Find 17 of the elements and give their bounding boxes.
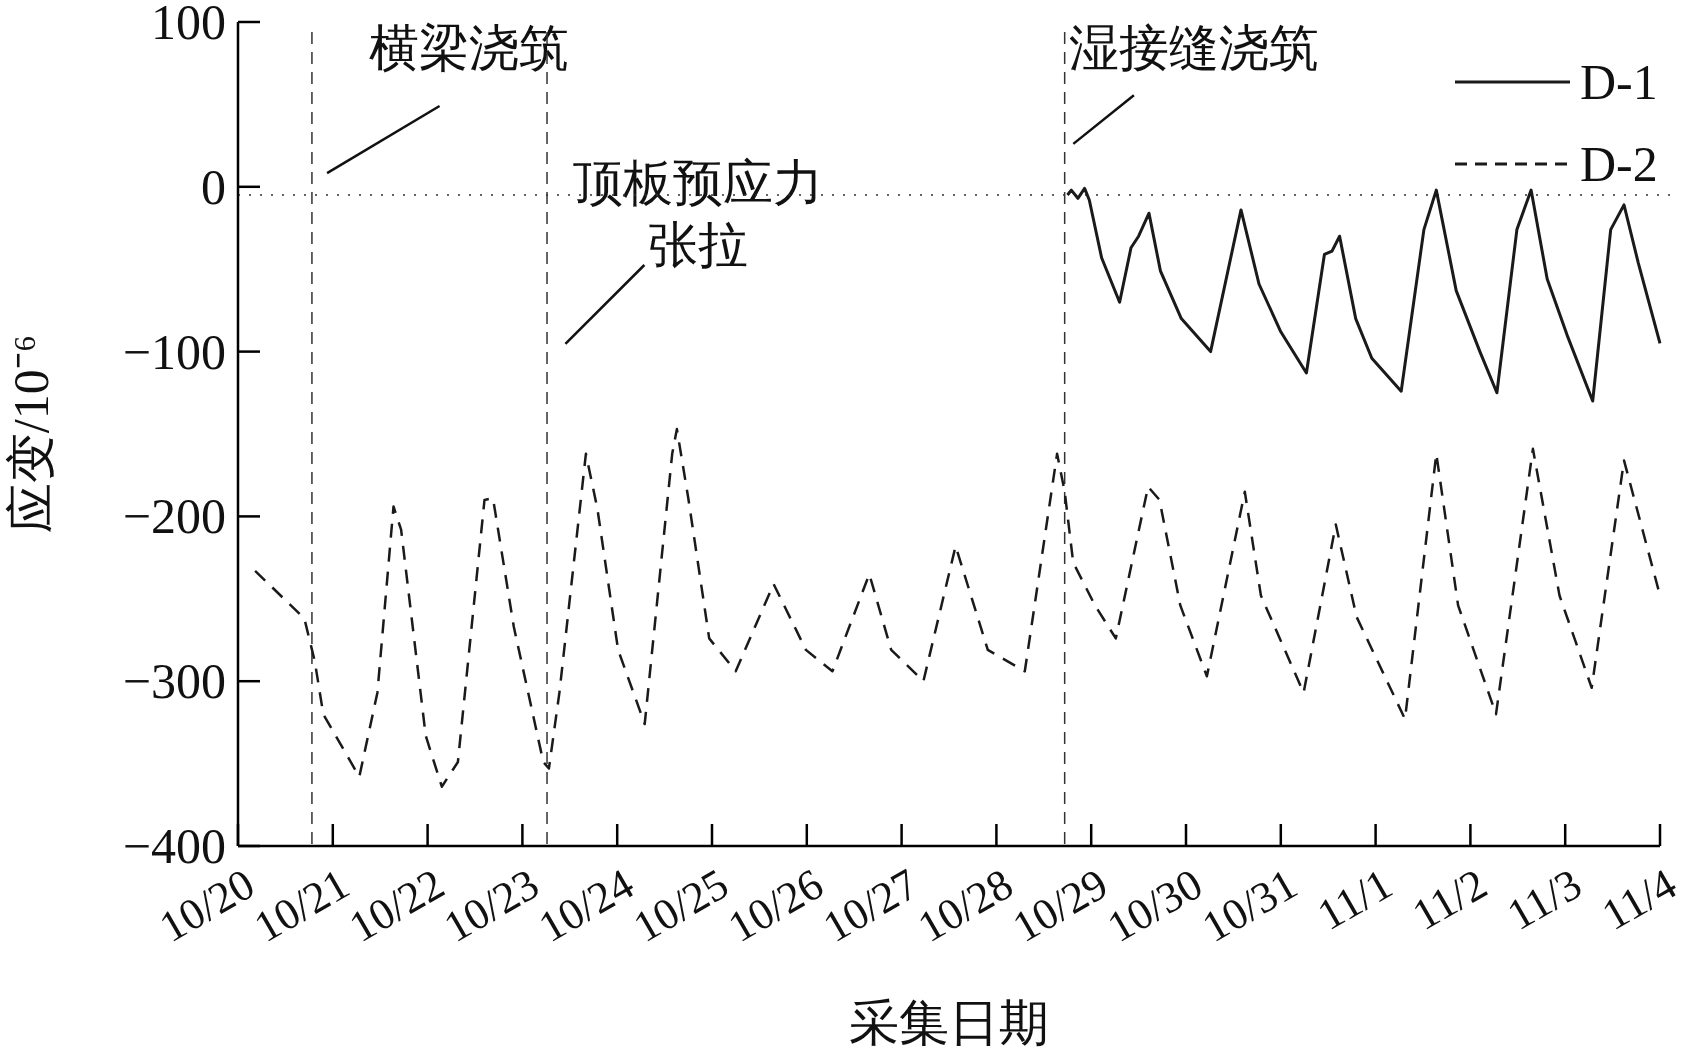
y-tick-label: 0 <box>201 158 226 215</box>
y-tick-label: −400 <box>122 818 226 874</box>
legend-label: D-1 <box>1580 54 1658 110</box>
y-axis-title: 应变/10⁻⁶ <box>3 334 59 534</box>
y-tick-label: −100 <box>122 323 226 380</box>
legend-label: D-2 <box>1580 136 1658 192</box>
y-tick-label: −200 <box>122 488 226 545</box>
x-tick-label: 11/4 <box>1593 859 1685 940</box>
ref-line-label: 顶板预应力张拉 <box>573 155 824 274</box>
y-tick-label: 100 <box>151 0 226 50</box>
x-axis-title: 采集日期 <box>849 995 1049 1051</box>
x-tick-label: 11/3 <box>1498 859 1590 940</box>
ref-line-label: 横梁浇筑 <box>368 19 569 76</box>
ref-line-label: 湿接缝浇筑 <box>1069 19 1320 76</box>
y-tick-label: −300 <box>122 653 226 710</box>
x-tick-label: 11/1 <box>1309 859 1401 940</box>
x-tick-label: 11/2 <box>1404 859 1495 940</box>
